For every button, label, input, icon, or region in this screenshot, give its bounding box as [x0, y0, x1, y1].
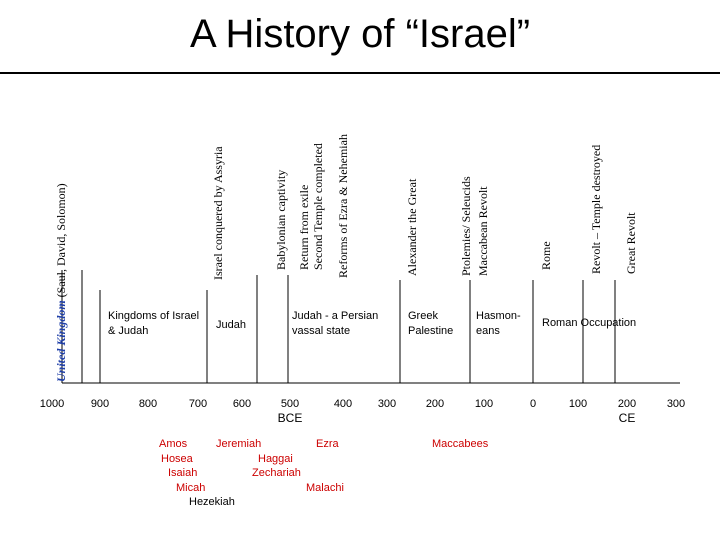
tick-label: 200 — [425, 398, 445, 410]
tick-value: 500 — [280, 398, 300, 410]
event-second-temple: Second Temple completed — [311, 143, 325, 270]
event-rome: Rome — [539, 241, 553, 270]
tick-label: 400 — [333, 398, 353, 410]
event-great-revolt: Great Revolt — [624, 212, 638, 274]
tick-bce-label: BCE — [277, 411, 303, 425]
united-kingdom-names: (Saul, David, Solomon) — [54, 183, 68, 301]
event-return-exile: Return from exile — [297, 184, 311, 270]
event-maccabean: Maccabean Revolt — [476, 186, 490, 276]
tick-label: 0 — [529, 398, 537, 410]
prophet-amos: Amos — [159, 438, 188, 450]
era-judah: Judah — [216, 319, 246, 331]
prophet-jeremiah: Jeremiah — [216, 438, 262, 450]
tick-value: 200 — [617, 398, 637, 410]
tick-label: 300 — [666, 398, 686, 410]
event-israel-assyria: Israel conquered by Assyria — [211, 146, 225, 280]
tick-label: 100 — [474, 398, 494, 410]
event-reforms: Reforms of Ezra & Nehemiah — [336, 134, 350, 278]
prophet-maccabees: Maccabees — [432, 438, 489, 450]
tick-label: 900 — [90, 398, 110, 410]
page-title: A History of “Israel” — [189, 12, 531, 56]
prophet-isaiah: Isaiah — [168, 467, 198, 479]
tick-label: 600 — [232, 398, 252, 410]
event-revolt-temple: Revolt – Temple destroyed — [589, 144, 603, 274]
prophet-micah: Micah — [176, 482, 206, 494]
tick-label: 200 CE — [607, 397, 647, 425]
tick-label: 700 — [188, 398, 208, 410]
prophet-malachi: Malachi — [306, 482, 344, 494]
prophet-ezra: Ezra — [316, 438, 339, 450]
tick-label: 100 — [568, 398, 588, 410]
united-kingdom-label: United Kingdom — [54, 300, 68, 382]
title-underline — [0, 72, 720, 74]
era-kingdoms: Kingdoms of Israel & Judah — [108, 310, 200, 337]
event-babylonian: Babylonian captivity — [274, 169, 288, 270]
prophet-zechariah: Zechariah — [252, 467, 301, 479]
event-ptolemies: Ptolemies/ Seleucids — [459, 176, 473, 276]
tick-label: 1000 — [39, 398, 65, 410]
era-greek: Greek Palestine — [408, 310, 454, 337]
prophet-haggai: Haggai — [258, 453, 293, 465]
event-alexander: Alexander the Great — [405, 178, 419, 276]
tick-label: 800 — [138, 398, 158, 410]
tick-ce-label: CE — [618, 411, 636, 425]
tick-label: 300 — [377, 398, 397, 410]
era-roman: Roman Occupation — [542, 317, 637, 329]
prophet-hezekiah: Hezekiah — [189, 496, 235, 508]
tick-label: 500 BCE — [270, 397, 310, 425]
era-persian: Judah - a Persian vassal state — [292, 310, 379, 337]
era-hasmoneans: Hasmon-eans — [476, 310, 521, 337]
prophet-hosea: Hosea — [161, 453, 193, 465]
event-united-kingdom: United Kingdom (Saul, David, Solomon) — [54, 183, 68, 382]
